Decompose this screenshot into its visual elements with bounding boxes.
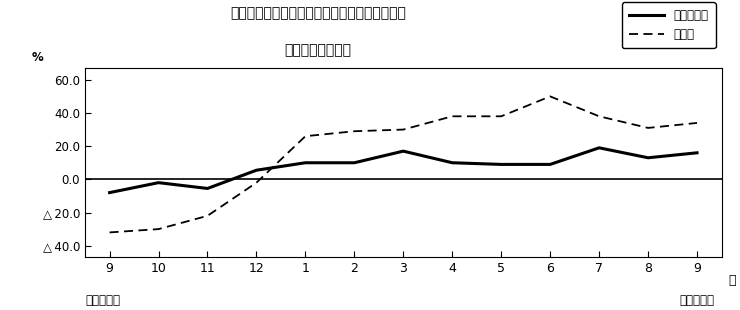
Text: （規樯５人以上）: （規樯５人以上） [285, 43, 352, 57]
Text: %: % [32, 51, 43, 64]
Text: 第２図　所定外労働時間　対前年同月比の推移: 第２図 所定外労働時間 対前年同月比の推移 [230, 6, 406, 20]
Legend: 調査産業計, 製造業: 調査産業計, 製造業 [622, 2, 716, 48]
Text: 平成２２年: 平成２２年 [679, 294, 714, 307]
Text: 月: 月 [728, 274, 736, 287]
Text: 平成２１年: 平成２１年 [85, 294, 120, 307]
